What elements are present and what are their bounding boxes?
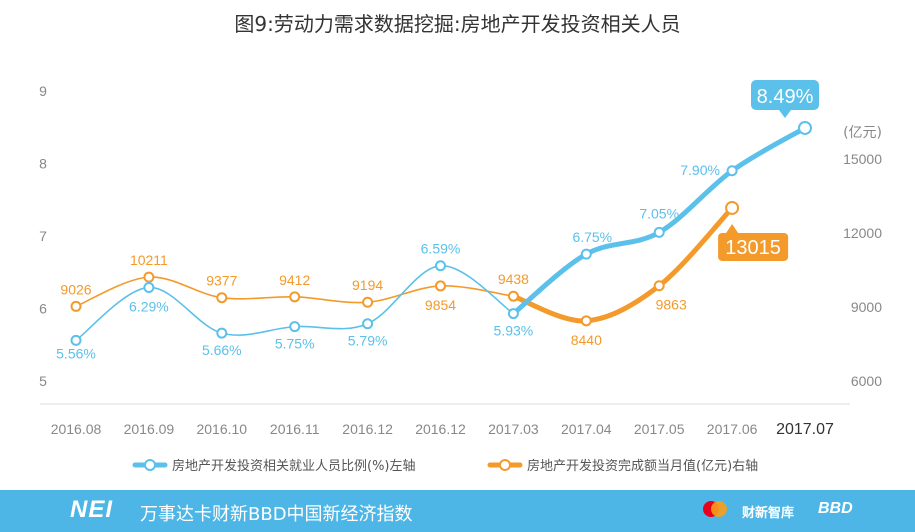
- y-left-tick-label: 7: [39, 228, 47, 244]
- blue-data-label: 5.79%: [348, 333, 388, 349]
- blue-data-label: 6.29%: [129, 298, 169, 314]
- y-right-tick-label: 6000: [851, 373, 882, 389]
- x-tick-label: 2016.08: [51, 421, 102, 437]
- x-tick-label: 2017.07: [776, 421, 834, 438]
- blue-point: [798, 120, 812, 135]
- orange-data-label: 9854: [425, 297, 456, 313]
- y-left-tick-label: 6: [39, 301, 47, 317]
- orange-data-label: 8440: [571, 332, 602, 348]
- orange-data-label: 9412: [279, 272, 310, 288]
- blue-point: [507, 308, 519, 320]
- orange-point: [362, 296, 374, 308]
- blue-point: [653, 226, 665, 238]
- y-left-tick-label: 8: [39, 156, 47, 172]
- y-right-tick-label: 15000: [843, 151, 882, 167]
- blue-data-label: 6.75%: [572, 229, 612, 245]
- orange-point: [435, 280, 446, 292]
- y-right-tick-label: 12000: [843, 225, 882, 241]
- legend-blue-marker: [144, 459, 156, 471]
- orange-point: [143, 271, 155, 283]
- blue-data-label: 5.56%: [56, 345, 96, 361]
- orange-point: [580, 315, 592, 327]
- orange-callout-pointer: [726, 223, 739, 233]
- orange-point: [289, 291, 301, 303]
- footer-title: 万事达卡财新BBD中国新经济指数: [140, 504, 413, 525]
- blue-point: [726, 165, 738, 177]
- x-tick-label: 2016.11: [270, 421, 320, 437]
- mastercard-logo-icon: [703, 501, 727, 517]
- orange-data-label: 9194: [352, 277, 383, 293]
- y-left-tick-label: 5: [39, 373, 47, 389]
- x-tick-label: 2017.05: [634, 421, 685, 437]
- blue-data-label: 5.66%: [202, 342, 242, 358]
- y-left-tick-label: 9: [39, 83, 47, 99]
- footer-bar: NEI 万事达卡财新BBD中国新经济指数 财新智库 BBD: [0, 490, 915, 532]
- blue-point: [143, 281, 155, 293]
- orange-data-label: 9863: [656, 297, 687, 313]
- legend-orange-marker: [499, 459, 511, 471]
- orange-point: [725, 200, 740, 215]
- x-tick-label: 2017.06: [707, 421, 758, 437]
- blue-callout-label: 8.49%: [757, 86, 814, 108]
- orange-data-label: 10211: [130, 252, 168, 268]
- orange-point: [507, 290, 519, 302]
- chart-title: 图9:劳动力需求数据挖掘:房地产开发投资相关人员: [234, 12, 681, 36]
- orange-data-label: 9026: [60, 281, 91, 297]
- blue-point: [70, 334, 82, 346]
- x-tick-label: 2017.03: [488, 421, 539, 437]
- orange-point: [70, 300, 82, 312]
- blue-point: [580, 248, 592, 260]
- orange-point: [653, 280, 665, 292]
- blue-data-label: 5.93%: [494, 323, 534, 339]
- y-right-tick-label: 9000: [851, 299, 882, 315]
- blue-data-label: 7.90%: [680, 162, 720, 178]
- orange-callout-label: 13015: [725, 237, 781, 259]
- legend-blue-label: 房地产开发投资相关就业人员比例(%)左轴: [172, 458, 416, 474]
- blue-point: [435, 260, 446, 272]
- blue-point: [289, 321, 301, 333]
- blue-point: [362, 318, 374, 330]
- caixin-think-tank-logo: 财新智库: [742, 506, 795, 521]
- chart-area: 5 6 7 8 9 6000 9000 12000 15000 (亿元) 2016.08 2016.0…: [39, 79, 882, 474]
- blue-data-label: 5.75%: [275, 336, 315, 352]
- x-tick-label: 2016.12: [342, 421, 393, 437]
- blue-data-label: 7.05%: [639, 205, 679, 221]
- y-right-unit-label: (亿元): [843, 125, 882, 141]
- x-tick-label: 2016.12: [415, 421, 466, 437]
- x-tick-label: 2016.10: [196, 421, 247, 437]
- blue-callout-pointer: [779, 109, 791, 118]
- bbd-logo: BBD: [818, 500, 853, 517]
- orange-callout-box: [718, 232, 789, 261]
- blue-data-label: 6.59%: [421, 241, 461, 257]
- footer-brand-logo: NEI: [70, 496, 114, 523]
- orange-series-line-recent: [510, 205, 735, 324]
- x-tick-label: 2017.04: [561, 421, 612, 437]
- blue-callout-box: [751, 79, 819, 110]
- orange-data-label: 9377: [206, 273, 237, 289]
- orange-data-label: 9438: [498, 271, 529, 287]
- orange-point: [216, 292, 228, 304]
- x-tick-label: 2016.09: [124, 421, 175, 437]
- blue-point: [216, 327, 228, 339]
- legend-orange-label: 房地产开发投资完成额当月值(亿元)右轴: [527, 458, 758, 474]
